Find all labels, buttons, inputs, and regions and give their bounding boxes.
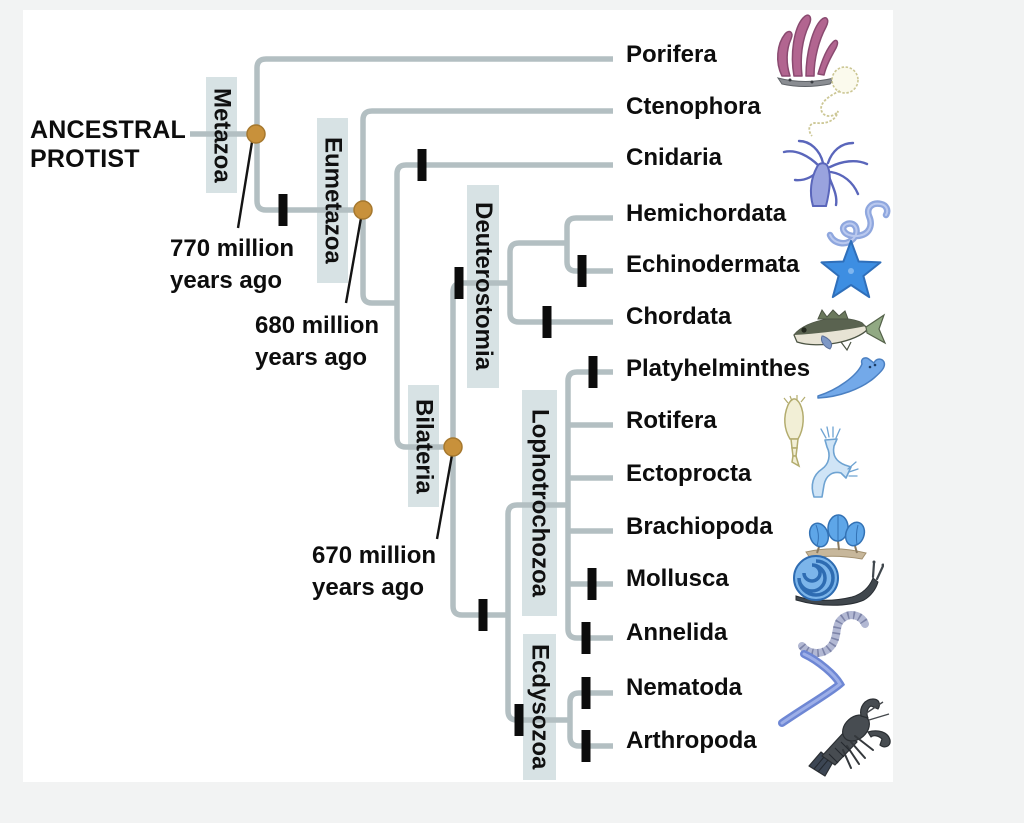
shared-character-ticks: [278, 149, 598, 762]
dated-node-dots: [246, 124, 463, 457]
tick-mark: [581, 622, 591, 654]
taxon-label-mollusca: Mollusca: [626, 565, 729, 592]
time-annotation-680mya: 680 million years ago: [255, 310, 379, 374]
acorn-worm-icon: [826, 200, 891, 247]
eumetazoa-clade-label: Eumetazoa: [319, 137, 347, 264]
metazoa-node-dot: [246, 124, 266, 144]
roundworm-icon: [778, 650, 846, 727]
crayfish-icon: [808, 698, 891, 777]
taxon-label-cnidaria: Cnidaria: [626, 144, 723, 171]
time-annotation-770mya: 770 million years ago: [170, 233, 294, 297]
diagram-canvas: [23, 10, 893, 782]
tick-mark: [577, 255, 587, 287]
time-680-line1: 680 million: [255, 312, 380, 339]
snail-icon: [793, 555, 884, 606]
hydra-icon: [782, 139, 869, 207]
tick-mark: [581, 677, 591, 709]
taxon-label-chordata: Chordata: [626, 303, 732, 330]
taxon-label-rotifera: Rotifera: [626, 407, 717, 434]
tick-mark: [514, 704, 524, 736]
taxon-label-echinodermata: Echinodermata: [626, 251, 800, 278]
taxon-label-ctenophora: Ctenophora: [626, 93, 761, 120]
branches: [190, 56, 613, 749]
ancestral-protist-line2: PROTIST: [30, 145, 140, 173]
ecdysozoa-clade-label: Ecdysozoa: [526, 644, 554, 770]
comb-jelly-icon: [808, 66, 859, 137]
rotifer-icon: [783, 395, 806, 468]
time-680-line2: years ago: [255, 344, 368, 371]
tick-mark: [417, 149, 427, 181]
time-770-line1: 770 million: [170, 235, 295, 262]
taxon-label-porifera: Porifera: [626, 41, 717, 68]
ancestral-protist-line1: ANCESTRAL: [30, 116, 186, 144]
tick-mark: [278, 194, 288, 226]
deuterostomia-clade-box: [467, 185, 499, 388]
lophotrochozoa-clade-label: Lophotrochozoa: [526, 409, 554, 597]
annotation-pointer-lines: [236, 141, 454, 540]
time-770-line2: years ago: [170, 267, 283, 294]
ecdysozoa-clade-box: [523, 634, 556, 780]
bilateria-clade-label: Bilateria: [410, 398, 438, 494]
taxon-label-nematoda: Nematoda: [626, 674, 743, 701]
eumetazoa-clade-box: [317, 118, 348, 283]
taxon-label-ectoprocta: Ectoprocta: [626, 460, 752, 487]
taxon-label-platyhelminthes: Platyhelminthes: [626, 355, 811, 382]
ancestral-protist-label: ANCESTRAL PROTIST: [30, 116, 186, 174]
bryozoan-icon: [811, 426, 859, 498]
time-670-line2: years ago: [312, 574, 425, 601]
eumetazoa-node-dot: [353, 200, 373, 220]
taxon-label-brachiopoda: Brachiopoda: [626, 513, 773, 540]
fish-icon: [793, 308, 887, 352]
metazoa-clade-label: Metazoa: [208, 87, 236, 183]
taxon-label-arthropoda: Arthropoda: [626, 727, 757, 754]
time-670-line1: 670 million: [312, 542, 437, 569]
taxon-label-annelida: Annelida: [626, 619, 728, 646]
bilateria-node-dot: [443, 437, 463, 457]
tick-mark: [542, 306, 552, 338]
tick-mark: [587, 568, 597, 600]
sea-star-icon: [820, 240, 882, 299]
tick-mark: [588, 356, 598, 388]
tick-mark: [454, 267, 464, 299]
taxon-label-hemichordata: Hemichordata: [626, 200, 787, 227]
deuterostomia-clade-label: Deuterostomia: [470, 202, 497, 371]
tick-mark: [478, 599, 488, 631]
tick-mark: [581, 730, 591, 762]
sponge-icon: [776, 14, 839, 87]
time-annotation-670mya: 670 million years ago: [312, 540, 436, 604]
segmented-worm-icon: [798, 611, 869, 657]
flatworm-icon: [817, 357, 886, 399]
